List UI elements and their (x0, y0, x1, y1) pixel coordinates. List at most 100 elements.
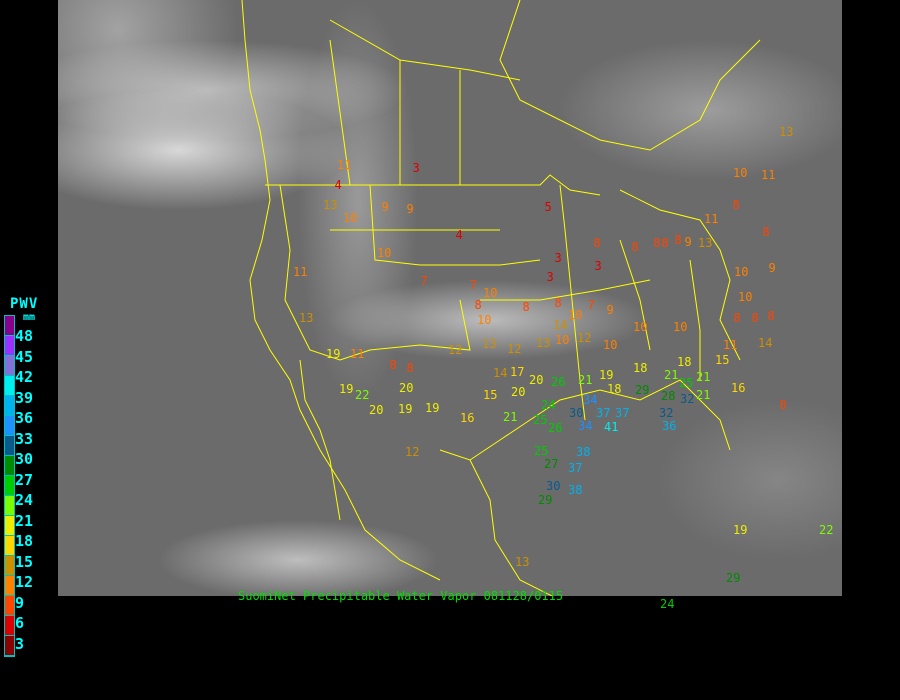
legend-swatch (5, 336, 14, 356)
border-line (329, 19, 521, 81)
station-pwv-value: 19 (398, 402, 413, 416)
legend-label: 39 (15, 388, 34, 407)
station-pwv-value: 13 (698, 236, 713, 250)
station-pwv-value: 19 (599, 368, 614, 382)
legend-swatch (5, 356, 14, 376)
legend-swatch (5, 496, 14, 516)
station-pwv-value: 11 (761, 168, 776, 182)
legend-unit: mm (23, 312, 36, 323)
station-pwv-value: 10 (377, 246, 392, 260)
station-pwv-value: 16 (731, 381, 746, 395)
station-pwv-value: 8 (661, 236, 669, 250)
station-pwv-value: 36 (662, 419, 677, 433)
legend-swatch (5, 556, 14, 576)
station-pwv-value: 20 (529, 373, 544, 387)
border-line (480, 279, 651, 301)
legend-swatch (5, 516, 14, 536)
station-pwv-value: 8 (474, 298, 482, 312)
station-pwv-value: 14 (758, 336, 773, 350)
station-pwv-value: 10 (733, 166, 748, 180)
station-pwv-value: 37 (615, 406, 630, 420)
station-pwv-value: 10 (633, 320, 648, 334)
map-caption: SuomiNet Precipitable Water Vapor 081128… (238, 589, 564, 603)
station-pwv-value: 5 (544, 200, 552, 214)
station-pwv-value: 8 (767, 309, 775, 323)
legend-swatch (5, 576, 14, 596)
station-pwv-value: 8 (653, 236, 661, 250)
station-pwv-value: 8 (779, 398, 787, 412)
station-pwv-value: 9 (684, 235, 692, 249)
station-pwv-value: 20 (369, 403, 384, 417)
station-pwv-value: 38 (568, 483, 583, 497)
station-pwv-value: 8 (593, 236, 601, 250)
legend-label: 33 (15, 429, 34, 448)
station-pwv-value: 26 (551, 375, 566, 389)
station-pwv-value: 8 (732, 198, 740, 212)
station-pwv-value: 7 (587, 298, 595, 312)
legend-swatch (5, 436, 14, 456)
legend-swatch (5, 456, 14, 476)
station-pwv-value: 10 (555, 333, 570, 347)
map-borders (241, 0, 761, 596)
station-pwv-value: 11 (293, 265, 308, 279)
border-line (265, 174, 601, 196)
border-line (559, 184, 586, 421)
station-pwv-value: 13 (515, 555, 530, 569)
station-pwv-value: 13 (779, 125, 794, 139)
legend-label: 6 (15, 614, 25, 632)
station-pwv-value: 12 (507, 342, 522, 356)
station-pwv-value: 26 (548, 421, 563, 435)
legend-swatch (5, 636, 14, 656)
station-pwv-value: 14 (493, 366, 508, 380)
station-pwv-value: 19 (326, 347, 341, 361)
station-pwv-value: 22 (819, 523, 834, 537)
satellite-map (58, 0, 842, 596)
station-pwv-value: 38 (576, 445, 591, 459)
legend-swatch (5, 416, 14, 436)
legend-label: 9 (15, 593, 25, 612)
station-pwv-value: 3 (546, 270, 554, 284)
station-pwv-value: 28 (661, 389, 676, 403)
station-pwv-value: 3 (554, 251, 562, 265)
station-pwv-value: 11 (723, 338, 738, 352)
station-pwv-value: 8 (733, 311, 741, 325)
legend-label: 27 (15, 470, 34, 489)
border-line (499, 0, 761, 151)
legend-swatch (5, 376, 14, 396)
station-pwv-value: 10 (483, 286, 498, 300)
station-pwv-value: 4 (455, 228, 463, 242)
station-pwv-value: 37 (596, 406, 611, 420)
legend-label: 15 (15, 552, 34, 571)
station-pwv-value: 30 (569, 406, 584, 420)
station-pwv-value: 9 (406, 202, 414, 216)
station-pwv-value: 19 (425, 401, 440, 415)
station-pwv-value: 21 (696, 370, 711, 384)
legend-title: PWV (10, 296, 39, 312)
station-pwv-value: 12 (577, 331, 592, 345)
station-pwv-value: 17 (510, 365, 525, 379)
station-pwv-value: 20 (399, 381, 414, 395)
station-pwv-value: 13 (323, 198, 338, 212)
station-pwv-value: 8 (751, 311, 759, 325)
station-pwv-value: 32 (680, 392, 695, 406)
station-pwv-value: 18 (633, 361, 648, 375)
border-line (689, 259, 701, 380)
station-pwv-value: 18 (677, 355, 692, 369)
legend-label: 30 (15, 450, 34, 468)
station-pwv-value: 9 (381, 200, 389, 214)
station-pwv-value: 19 (733, 523, 748, 537)
station-pwv-value: 10 (343, 211, 358, 225)
station-pwv-value: 12 (405, 445, 420, 459)
station-pwv-value: 8 (522, 300, 530, 314)
station-pwv-value: 25 (679, 376, 694, 390)
station-pwv-value: 7 (420, 274, 428, 288)
legend-label: 21 (15, 511, 34, 530)
border-line (469, 459, 554, 596)
legend-swatch (5, 396, 14, 416)
station-pwv-value: 8 (674, 233, 682, 247)
station-pwv-value: 21 (503, 410, 518, 424)
legend-swatch (5, 616, 14, 636)
border-line (329, 39, 351, 186)
station-pwv-value: 7 (469, 278, 477, 292)
legend-swatch (5, 596, 14, 616)
